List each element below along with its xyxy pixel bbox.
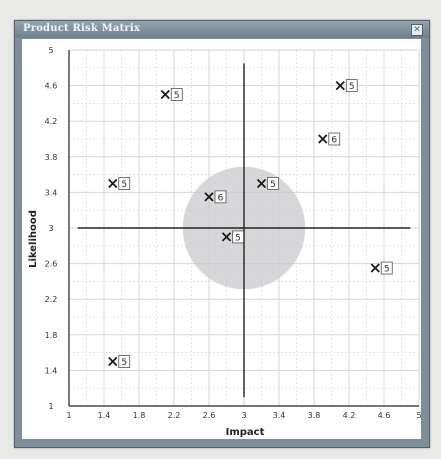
point-label-box: [118, 355, 131, 368]
point-label-box: [232, 230, 244, 244]
y-tick-label: 2.2: [45, 295, 58, 304]
chart-panel: 1 1.4 1.8 2.2 2.6 3 3.4 3.8 4.2 4.6 5 1 1.4 1.8 2.2 2.6…: [22, 39, 422, 439]
point-marker-stroke: [221, 232, 232, 242]
x-axis-label: Impact: [226, 427, 265, 438]
y-tick-label: 1: [48, 402, 53, 411]
window-titlebar[interactable]: Product Risk Matrix ✕: [15, 21, 429, 38]
x-tick-label: 3.8: [308, 411, 321, 420]
risk-point: 5: [108, 177, 131, 190]
x-tick-label: 1: [66, 411, 71, 420]
point-label-box: [345, 79, 358, 92]
point-label-box: [214, 190, 227, 204]
x-tick-label: 2.2: [168, 411, 181, 420]
point-label: 5: [174, 91, 180, 101]
point-marker-stroke: [204, 192, 214, 202]
y-tick-label: 3: [48, 224, 53, 233]
risk-point: 5: [160, 88, 183, 101]
point-marker-stroke: [370, 263, 380, 273]
point-label-box: [380, 261, 393, 275]
risk-matrix-window: Product Risk Matrix ✕ 1 1.4 1.8 2.2 2.6 3 3.4 3…: [14, 20, 430, 448]
y-tick-label: 4.6: [45, 82, 58, 91]
x-tick-label: 1.8: [133, 411, 146, 420]
x-tick-label: 4.2: [343, 411, 356, 420]
y-axis-label: Likelihood: [28, 210, 39, 268]
point-marker-stroke: [108, 178, 118, 189]
y-tick-label: 1.4: [45, 366, 58, 375]
risk-point: 5: [108, 355, 131, 368]
point-marker-stroke: [108, 356, 118, 367]
point-marker-stroke: [256, 178, 267, 189]
point-label-box: [267, 177, 279, 190]
point-label: 5: [384, 265, 390, 275]
point-label-box: [170, 88, 183, 101]
point-label: 5: [121, 180, 127, 190]
y-tick-label: 4.2: [45, 117, 58, 126]
risk-point: 6: [318, 132, 341, 146]
point-marker-stroke: [318, 134, 328, 144]
point-label-box: [118, 177, 131, 190]
point-label-box: [328, 132, 341, 146]
point-marker-stroke: [160, 89, 170, 100]
point-label: 5: [235, 233, 241, 243]
y-tick-label: 3.4: [45, 188, 58, 197]
y-tick-label: 5: [48, 46, 53, 55]
point-marker-stroke: [335, 80, 345, 91]
y-tick-label: 2.6: [45, 260, 58, 269]
y-tick-label: 1.8: [45, 331, 58, 340]
x-tick-label: 2.6: [203, 411, 216, 420]
y-tick-label: 3.8: [45, 153, 58, 162]
risk-point: 5: [221, 230, 244, 244]
x-tick-label: 4.6: [378, 411, 391, 420]
risk-point: 5: [256, 177, 279, 190]
point-label: 6: [218, 193, 224, 203]
risk-point: 6: [204, 190, 227, 204]
close-icon[interactable]: ✕: [411, 24, 423, 36]
x-tick-label: 5: [416, 411, 421, 420]
risk-point: 5: [335, 79, 358, 92]
point-label: 5: [349, 82, 355, 92]
risk-point: 5: [370, 261, 393, 275]
risk-matrix-chart: 1 1.4 1.8 2.2 2.6 3 3.4 3.8 4.2 4.6 5 1 1.4 1.8 2.2 2.6…: [28, 46, 422, 438]
point-label: 5: [121, 358, 127, 368]
point-label: 6: [331, 136, 337, 146]
point-label: 5: [270, 180, 276, 190]
x-tick-label: 3: [241, 411, 246, 420]
window-title: Product Risk Matrix: [23, 23, 141, 34]
x-tick-label: 3.4: [273, 411, 286, 420]
x-tick-label: 1.4: [98, 411, 111, 420]
